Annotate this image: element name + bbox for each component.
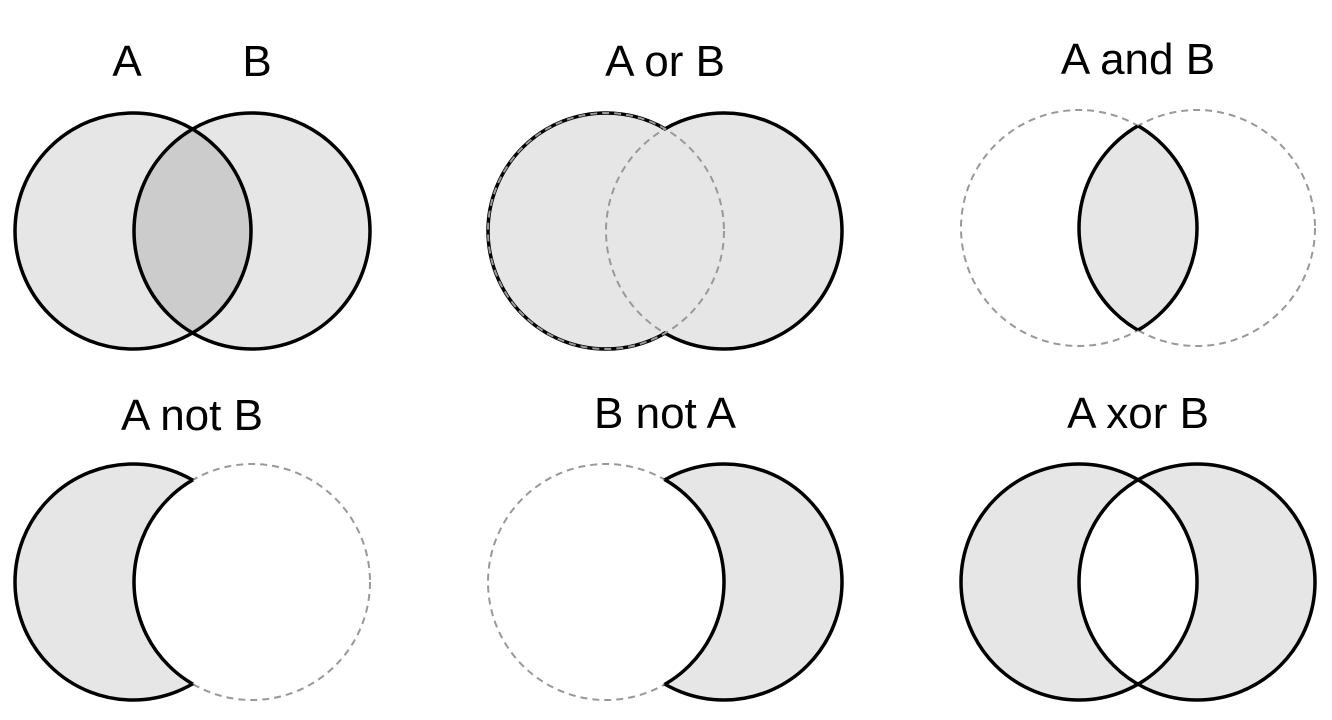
label-a-not-b: A not B bbox=[121, 391, 263, 440]
union-inner-cover-a bbox=[490, 115, 722, 347]
panel-xor: A xor B bbox=[959, 389, 1317, 702]
intersection-edge-a bbox=[1079, 110, 1199, 346]
panel-and: A and B bbox=[960, 35, 1316, 347]
label-b-not-a: B not A bbox=[594, 389, 737, 438]
dashed-circle-b bbox=[1078, 109, 1316, 347]
intersection-edge-b bbox=[1077, 110, 1197, 346]
b-outer-edge bbox=[604, 462, 844, 702]
label-a-xor-b: A xor B bbox=[1067, 389, 1209, 438]
label-a: A bbox=[112, 37, 142, 86]
inner-dashed-a bbox=[487, 112, 725, 350]
b-inner-edge bbox=[132, 464, 251, 700]
intersection-fill bbox=[134, 113, 251, 349]
circle-a-outline bbox=[959, 462, 1199, 702]
label-a-or-b: A or B bbox=[605, 37, 725, 86]
panel-or: A or B bbox=[486, 37, 844, 351]
label-a-and-b: A and B bbox=[1061, 35, 1215, 84]
intersection-fill bbox=[1079, 110, 1197, 346]
circle-a-outline bbox=[13, 111, 253, 351]
circle-b-outline bbox=[1077, 462, 1317, 702]
a-inner-edge bbox=[606, 464, 726, 700]
label-b: B bbox=[242, 37, 271, 86]
panel-b-not-a: B not A bbox=[487, 389, 844, 702]
circle-b-outline bbox=[132, 111, 372, 351]
panel-both: A B bbox=[13, 37, 372, 351]
xor-hole bbox=[1079, 464, 1197, 700]
a-outer-edge bbox=[13, 462, 253, 702]
dashed-circle-b bbox=[133, 463, 371, 701]
panel-a-not-b: A not B bbox=[13, 391, 371, 702]
